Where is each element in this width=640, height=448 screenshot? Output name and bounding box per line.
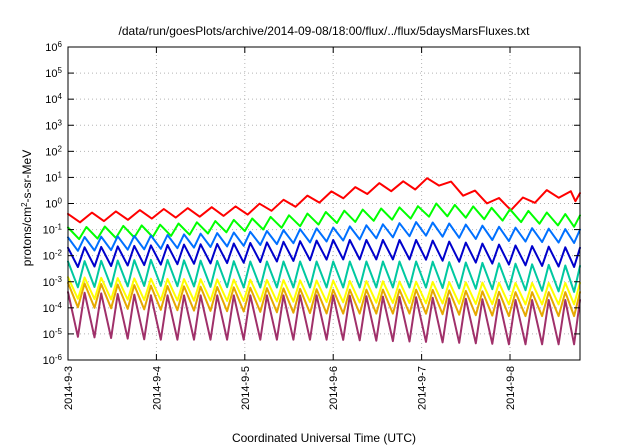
- series-line: [67, 258, 581, 293]
- y-axis-label-base: protons/cm: [20, 207, 34, 266]
- y-tick-label: 10-6: [43, 353, 63, 368]
- y-tick-label-base: 10: [43, 303, 55, 315]
- x-tick-label: 2014-9-8: [505, 366, 517, 410]
- y-tick-label-exponent: -5: [55, 326, 63, 335]
- y-tick-label: 10-4: [43, 300, 63, 315]
- y-tick-label-exponent: 5: [58, 66, 63, 75]
- y-tick-label-exponent: 6: [58, 40, 63, 49]
- y-axis-label-rest: -s-sr-MeV: [20, 150, 34, 203]
- series-line: [67, 202, 581, 241]
- y-tick-label: 106: [45, 40, 62, 55]
- y-tick-label: 100: [45, 196, 62, 211]
- y-tick-label-base: 10: [43, 277, 55, 289]
- series-line: [67, 221, 581, 252]
- series-line: [67, 276, 581, 306]
- y-tick-label-base: 10: [45, 94, 57, 106]
- x-tick-label: 2014-9-3: [63, 366, 75, 410]
- y-tick-label: 102: [45, 144, 62, 159]
- y-tick-label: 104: [45, 92, 62, 107]
- y-tick-label-exponent: 4: [58, 92, 63, 101]
- x-tick-label: 2014-9-4: [151, 366, 163, 410]
- x-tick-label: 2014-9-6: [328, 366, 340, 410]
- tick-layer: 10-610-510-410-310-210-11001011021031041…: [43, 40, 580, 410]
- y-tick-label-exponent: -1: [55, 222, 63, 231]
- y-axis-label-sup: 2: [20, 202, 29, 207]
- y-tick-label-base: 10: [45, 146, 57, 158]
- y-axis-label: protons/cm2-s-sr-MeV: [20, 150, 35, 266]
- y-tick-label-exponent: -6: [55, 353, 63, 362]
- chart-title: /data/run/goesPlots/archive/2014-09-08/1…: [119, 24, 531, 38]
- y-tick-label-exponent: -4: [55, 300, 63, 309]
- y-tick-label-base: 10: [45, 199, 57, 211]
- y-tick-label-base: 10: [43, 225, 55, 237]
- y-tick-label: 10-2: [43, 248, 63, 263]
- y-tick-label: 10-5: [43, 326, 63, 341]
- series-line: [67, 177, 581, 224]
- y-tick-label: 10-3: [43, 274, 63, 289]
- y-tick-label: 103: [45, 118, 62, 133]
- y-tick-label-base: 10: [45, 172, 57, 184]
- y-tick-label-exponent: 1: [58, 170, 63, 179]
- series-line: [67, 239, 581, 268]
- y-tick-label-base: 10: [43, 355, 55, 367]
- y-tick-label-base: 10: [45, 120, 57, 132]
- y-tick-label-exponent: 0: [58, 196, 63, 205]
- y-axis-label-group: protons/cm2-s-sr-MeV: [20, 150, 35, 266]
- series-layer: [67, 177, 581, 346]
- y-tick-label-exponent: 2: [58, 144, 63, 153]
- y-tick-label-base: 10: [45, 68, 57, 80]
- y-tick-label-exponent: -3: [55, 274, 63, 283]
- y-tick-label-base: 10: [43, 329, 55, 341]
- x-axis-label: Coordinated Universal Time (UTC): [232, 431, 416, 445]
- y-tick-label-exponent: -2: [55, 248, 63, 257]
- y-tick-label: 10-1: [43, 222, 63, 237]
- y-tick-label: 105: [45, 66, 62, 81]
- y-tick-label-base: 10: [43, 251, 55, 263]
- series-line: [67, 291, 581, 346]
- y-tick-label: 101: [45, 170, 62, 185]
- x-tick-label: 2014-9-7: [417, 366, 429, 410]
- x-tick-label: 2014-9-5: [240, 366, 252, 410]
- y-tick-label-exponent: 3: [58, 118, 63, 127]
- y-tick-label-base: 10: [45, 42, 57, 54]
- series-line: [67, 281, 581, 318]
